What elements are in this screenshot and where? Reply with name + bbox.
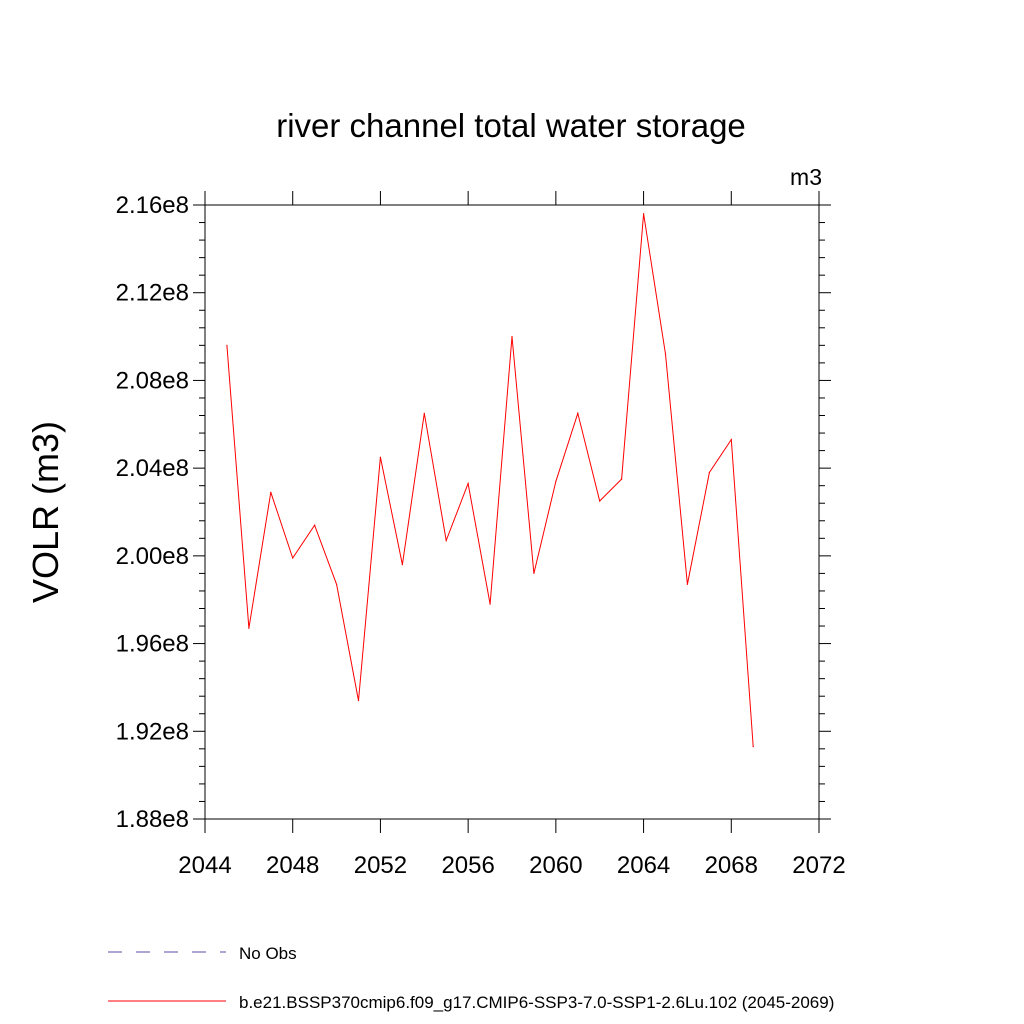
data-point: [511, 335, 513, 338]
data-point: [577, 412, 579, 414]
data-point: [664, 353, 667, 355]
data-point: [248, 627, 250, 629]
data-point: [314, 524, 316, 526]
data-point: [357, 699, 360, 702]
data-point: [292, 557, 294, 559]
data-point: [226, 344, 228, 346]
y-tick-label: 1.88e8: [116, 806, 189, 833]
data-point: [555, 480, 557, 482]
data-point: [599, 500, 601, 502]
y-tick-label: 1.96e8: [116, 631, 189, 658]
data-point: [379, 456, 382, 458]
x-tick-label: 2060: [529, 852, 582, 879]
series-line: [226, 213, 754, 747]
legend-label: b.e21.BSSP370cmip6.f09_g17.CMIP6-SSP3-7.…: [239, 993, 834, 1012]
y-tick-label: 2.00e8: [116, 543, 189, 570]
data-point: [423, 412, 425, 414]
y-axis: 1.88e8 1.92e8 1.96e8 2.00e8 2.04e8 2.08e8 2.12…: [116, 192, 831, 833]
data-point: [270, 491, 272, 493]
data-point: [445, 539, 447, 542]
chart-title: river channel total water storage: [276, 107, 746, 144]
data-point: [533, 572, 535, 575]
data-point: [621, 478, 623, 480]
legend: No Obs b.e21.BSSP370cmip6.f09_g17.CMIP6-S…: [108, 944, 834, 1012]
data-point: [642, 213, 645, 215]
legend-label: No Obs: [239, 944, 297, 963]
x-tick-label: 2048: [266, 852, 319, 879]
data-point: [752, 746, 754, 748]
data-point: [489, 603, 491, 605]
data-point: [730, 439, 732, 441]
y-tick-label: 2.16e8: [116, 192, 189, 219]
units-label: m3: [790, 164, 822, 190]
x-tick-label: 2056: [441, 852, 494, 879]
data-point: [467, 482, 469, 485]
plot-frame: [204, 204, 820, 820]
data-point: [401, 564, 403, 566]
x-tick-label: 2072: [792, 852, 845, 879]
y-tick-label: 2.04e8: [116, 455, 189, 482]
x-tick-label: 2052: [354, 852, 407, 879]
data-point: [686, 583, 689, 585]
x-tick-label: 2044: [178, 852, 231, 879]
y-axis-label: VOLR (m3): [25, 421, 66, 603]
series-group: [226, 213, 754, 748]
x-axis: 2044 2048 2052 2056 2060 2064 2068 2072: [178, 191, 846, 879]
y-tick-label: 2.12e8: [116, 280, 189, 307]
x-tick-label: 2068: [705, 852, 758, 879]
data-point: [708, 471, 710, 474]
data-point: [335, 583, 338, 585]
x-tick-label: 2064: [617, 852, 670, 879]
y-tick-label: 1.92e8: [116, 718, 189, 745]
y-tick-label: 2.08e8: [116, 367, 189, 394]
